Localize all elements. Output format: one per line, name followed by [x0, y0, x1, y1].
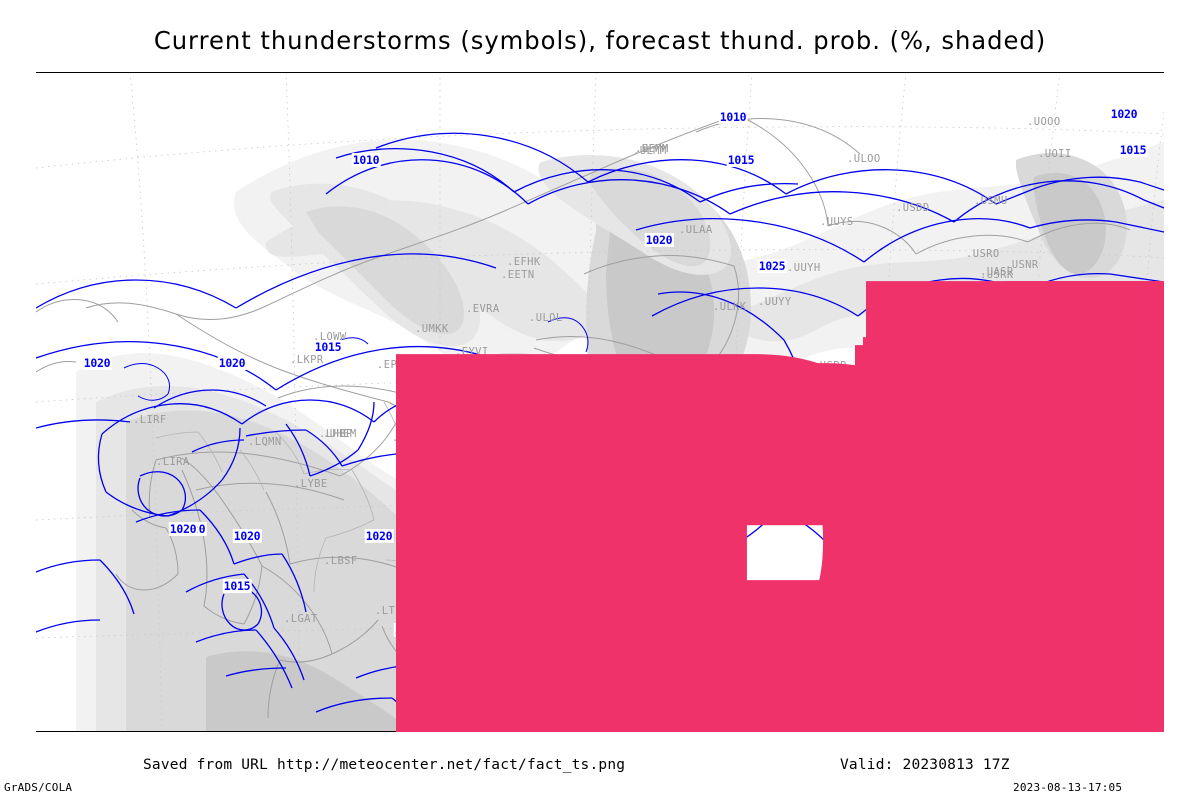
station-label: .ULOL [529, 312, 563, 324]
thunderstorm-symbol [676, 337, 1164, 732]
isobar-label: 1015 [1118, 143, 1148, 157]
thunderstorm-symbol [669, 530, 1164, 732]
station-label: .ULKK [713, 301, 747, 313]
isobar-label: 1020 [217, 356, 247, 370]
map-canvas[interactable]: .EFHK .EETN .UEMM .ULAA .ULOO .UOOO .UOII .USMU… [36, 72, 1164, 732]
station-label: .EETN [501, 269, 535, 281]
thunderstorm-symbol [199, 368, 1028, 732]
isobar-label: 1015 [313, 340, 343, 354]
station-label: .UUYY [758, 296, 792, 308]
station-label: .UOOO [1027, 116, 1061, 128]
station-label: .EFMM [635, 143, 669, 155]
thunderstorm-symbol [656, 323, 1164, 732]
saved-from-url-text: Saved from URL http://meteocenter.net/fa… [143, 757, 626, 773]
valid-time-text: Valid: 20230813 17Z [840, 757, 1010, 773]
station-label: .LYBE [294, 478, 328, 490]
thunderstorm-symbol [631, 332, 1164, 732]
station-label: .LIRF [133, 414, 167, 426]
station-label: .UEMM [635, 143, 669, 155]
station-label: .USRO [966, 248, 1000, 260]
station-label: .LHBP [319, 428, 353, 440]
thunderstorm-symbol [213, 373, 1042, 732]
producer-label: GrADS/COLA [4, 781, 73, 794]
thunderstorm-symbol [346, 365, 1164, 732]
station-label: .UUYH [787, 262, 821, 274]
station-label: .EFHK [507, 256, 541, 268]
station-label: .LBSF [324, 555, 358, 567]
thunderstorm-symbol [265, 582, 1087, 732]
station-label: .UMKK [415, 323, 449, 335]
thunderstorm-symbol [583, 291, 1164, 732]
station-label: .ULOO [847, 153, 881, 165]
isobar-label: 1020 [364, 529, 394, 543]
station-label: .UASR [980, 266, 1014, 278]
station-label: .USRK [980, 269, 1014, 281]
isobar-label: 1020 [82, 356, 112, 370]
thunderstorm-symbol [642, 467, 1164, 732]
water-outline-layer [123, 317, 589, 401]
station-label: .UUYS [820, 216, 854, 228]
thunderstorm-symbol [311, 375, 1140, 732]
thunderstorm-symbol [182, 388, 1011, 732]
isobar-label: 1020 [232, 529, 262, 543]
thunderstorm-symbol [199, 351, 1028, 732]
isobar-label: 1015 [222, 579, 252, 593]
station-label: .LGAT [284, 613, 318, 625]
isobar-label: 1020 [644, 233, 674, 247]
station-label: .USDD [896, 202, 930, 214]
station-label: .UOII [1038, 148, 1072, 160]
thunderstorm-symbol [163, 336, 992, 732]
isobar-label: 1020 [1109, 107, 1139, 121]
isobar-label: 1020 [168, 522, 198, 536]
thunderstorm-symbol [263, 387, 1092, 732]
station-label: .EVRA [466, 303, 500, 315]
page-title: Current thunderstorms (symbols), forecas… [153, 26, 1047, 55]
isobar-label: 1010 [718, 110, 748, 124]
thunderstorm-symbol [653, 530, 1164, 732]
station-label: .UHEM [323, 428, 357, 440]
thunderstorm-symbol [253, 368, 1082, 732]
station-label: .ULMM [633, 145, 667, 157]
thunderstorm-symbol [661, 395, 1164, 732]
station-label: .USNR [1005, 259, 1039, 271]
isobar-label: 1015 [726, 153, 756, 167]
thunderstorm-symbol [555, 318, 1164, 732]
thunderstorm-symbol [705, 254, 1164, 732]
station-label: .ULAA [679, 224, 713, 236]
thunderstorm-symbol [573, 263, 1164, 732]
station-label: .LQMN [248, 436, 282, 448]
map-overlay: .EFHK .EETN .UEMM .ULAA .ULOO .UOOO .UOII .USMU… [36, 72, 1164, 732]
generation-timestamp: 2023-08-13-17:05 [1013, 781, 1123, 794]
station-label: .USMU [974, 195, 1008, 207]
thunderstorm-symbol [145, 378, 974, 732]
isobar-label: 1025 [757, 259, 787, 273]
station-label: .LIRA [156, 456, 190, 468]
thunderstorm-symbol [599, 309, 1164, 732]
isobar-label: 1010 [351, 153, 381, 167]
thunderstorm-symbol [96, 327, 925, 732]
station-label: .LKPR [290, 354, 324, 366]
